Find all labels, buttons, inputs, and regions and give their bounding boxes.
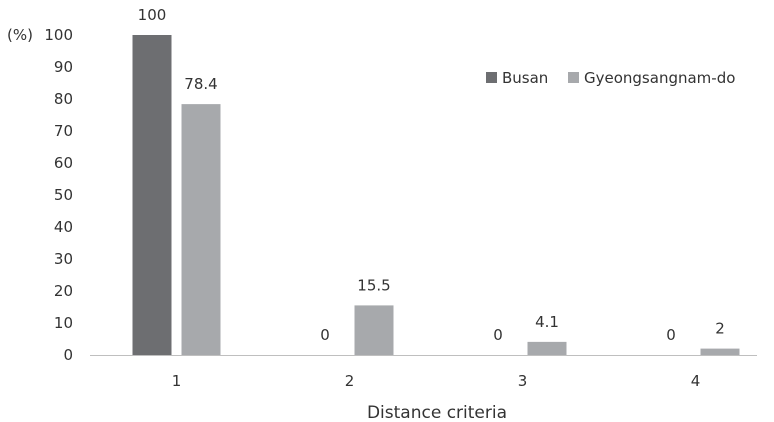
x-tick-label: 4 [691, 372, 701, 390]
data-label: 100 [138, 6, 167, 24]
y-tick-label: 20 [54, 282, 73, 300]
legend-label: Gyeongsangnam-do [584, 69, 735, 87]
bar-busan [132, 35, 172, 355]
y-tick-label: 40 [54, 218, 73, 236]
y-axis-ticks: 0 10 20 30 40 50 60 70 80 90 100 [44, 26, 73, 364]
y-tick-label: 100 [44, 26, 73, 44]
data-label: 0 [493, 326, 503, 344]
legend: Busan Gyeongsangnam-do [486, 69, 735, 87]
y-tick-label: 0 [63, 346, 73, 364]
x-tick-label: 1 [172, 372, 182, 390]
y-tick-label: 50 [54, 186, 73, 204]
data-labels-group: 100 78.4 0 15.5 0 4.1 0 2 [138, 6, 725, 344]
data-label: 4.1 [535, 313, 559, 331]
legend-label: Busan [502, 69, 548, 87]
y-axis-unit-label: (%) [7, 26, 33, 44]
bar-gyeongsangnam-do [700, 348, 740, 355]
y-tick-label: 70 [54, 122, 73, 140]
data-label: 0 [320, 326, 330, 344]
data-label: 15.5 [357, 276, 390, 294]
bar-gyeongsangnam-do [354, 305, 394, 355]
y-tick-label: 60 [54, 154, 73, 172]
bar-gyeongsangnam-do [527, 341, 567, 355]
y-tick-label: 90 [54, 58, 73, 76]
y-tick-label: 30 [54, 250, 73, 268]
x-axis-title: Distance criteria [367, 403, 507, 422]
x-axis-ticks: 1 2 3 4 [172, 372, 701, 390]
data-label: 0 [666, 326, 676, 344]
bars-group [132, 35, 740, 356]
data-label: 78.4 [184, 75, 217, 93]
legend-swatch [486, 72, 497, 83]
data-label: 2 [715, 320, 725, 338]
legend-swatch [568, 72, 579, 83]
bar-gyeongsangnam-do [181, 104, 221, 356]
y-tick-label: 10 [54, 314, 73, 332]
x-tick-label: 2 [345, 372, 355, 390]
x-tick-label: 3 [518, 372, 528, 390]
y-tick-label: 80 [54, 90, 73, 108]
